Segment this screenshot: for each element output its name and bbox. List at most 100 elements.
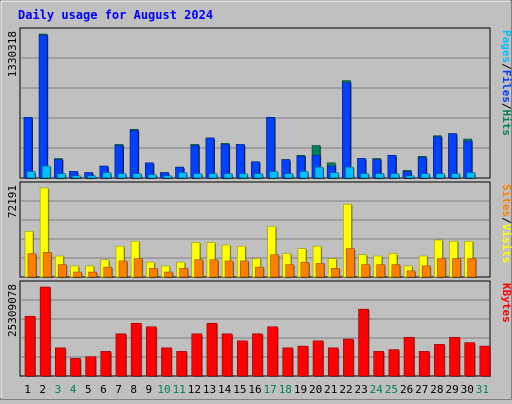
x-tick-label: 5 bbox=[85, 383, 92, 396]
bar-sites bbox=[315, 263, 325, 278]
y-max-label: 1330318 bbox=[6, 31, 19, 77]
bar-sites bbox=[346, 248, 355, 278]
bar-pages bbox=[117, 173, 127, 179]
legend-item: Sites bbox=[500, 184, 512, 217]
panel-kbytes: 25309078 KBytes bbox=[6, 280, 512, 377]
x-tick-label: 1 bbox=[24, 383, 31, 396]
bar-pages bbox=[390, 173, 400, 179]
bar-pages bbox=[132, 173, 142, 179]
bar-sites bbox=[239, 260, 249, 278]
bar-pages bbox=[57, 173, 66, 179]
bar-kbytes bbox=[39, 286, 51, 377]
panel-hits-files-pages: 1330318 Pages/Files/Hits bbox=[6, 27, 512, 180]
bar-pages bbox=[72, 175, 81, 179]
x-tick-label: 21 bbox=[324, 383, 337, 396]
bar-files bbox=[190, 145, 200, 179]
bar-pages bbox=[360, 173, 369, 179]
bar-kbytes bbox=[418, 351, 430, 377]
bar-kbytes bbox=[373, 351, 385, 377]
bar-sites bbox=[118, 260, 128, 278]
x-tick-label: 15 bbox=[233, 383, 246, 396]
bar-pages bbox=[254, 173, 263, 179]
bar-pages bbox=[87, 175, 96, 179]
bar-pages bbox=[163, 175, 172, 179]
x-tick-label: 31 bbox=[476, 383, 489, 396]
bar-kbytes bbox=[267, 326, 278, 377]
x-tick-label: 11 bbox=[173, 383, 186, 396]
bar-sites bbox=[300, 261, 310, 278]
bar-pages bbox=[178, 172, 187, 179]
bar-sites bbox=[58, 264, 67, 278]
bar-sites bbox=[330, 268, 340, 278]
bar-sites bbox=[467, 258, 476, 278]
bar-files bbox=[38, 34, 48, 179]
bar-kbytes bbox=[327, 347, 339, 377]
bar-kbytes bbox=[312, 340, 324, 377]
bar-kbytes bbox=[297, 345, 309, 377]
legend-item: Hits bbox=[500, 110, 512, 137]
x-tick-label: 25 bbox=[385, 383, 398, 396]
x-tick-label: 6 bbox=[100, 383, 107, 396]
legend-item: / bbox=[500, 217, 512, 224]
bar-pages bbox=[284, 173, 294, 179]
y-max-label: 72191 bbox=[6, 185, 19, 218]
bar-pages bbox=[102, 172, 112, 179]
bar-sites bbox=[194, 259, 204, 278]
bar-pages bbox=[375, 173, 385, 179]
bar-kbytes bbox=[282, 347, 294, 377]
bar-kbytes bbox=[55, 347, 66, 377]
bar-kbytes bbox=[24, 315, 36, 377]
bar-sites bbox=[73, 271, 82, 278]
bar-kbytes bbox=[434, 344, 445, 377]
bar-kbytes bbox=[130, 322, 142, 377]
bar-pages bbox=[451, 173, 460, 179]
bar-files bbox=[114, 145, 124, 179]
bar-pages bbox=[208, 173, 218, 179]
bar-pages bbox=[238, 173, 248, 179]
y-max-label: 25309078 bbox=[6, 284, 19, 337]
legend: Sites/Visits bbox=[500, 184, 512, 264]
x-tick-label: 13 bbox=[203, 383, 216, 396]
bar-pages bbox=[405, 175, 415, 179]
bar-sites bbox=[391, 264, 401, 278]
bar-sites bbox=[406, 270, 416, 278]
bar-sites bbox=[133, 258, 143, 278]
bar-sites bbox=[103, 266, 113, 278]
bar-kbytes bbox=[206, 322, 218, 377]
legend-item: Visits bbox=[500, 224, 512, 264]
x-tick-label: 8 bbox=[130, 383, 137, 396]
x-tick-label: 9 bbox=[146, 383, 153, 396]
legend-item: / bbox=[500, 63, 512, 70]
x-tick-label: 20 bbox=[309, 383, 322, 396]
x-tick-label: 4 bbox=[70, 383, 77, 396]
bar-sites bbox=[452, 258, 461, 278]
bar-pages bbox=[345, 166, 354, 179]
x-tick-label: 24 bbox=[370, 383, 384, 396]
bar-kbytes bbox=[70, 358, 81, 377]
legend-item: Pages bbox=[500, 30, 512, 63]
x-tick-label: 10 bbox=[157, 383, 170, 396]
bar-kbytes bbox=[388, 349, 400, 377]
bar-pages bbox=[147, 174, 157, 179]
x-tick-label: 28 bbox=[430, 383, 443, 396]
bar-files bbox=[266, 117, 275, 179]
bar-kbytes bbox=[236, 340, 248, 377]
x-tick-label: 17 bbox=[264, 383, 277, 396]
bar-kbytes bbox=[358, 308, 369, 377]
x-tick-label: 16 bbox=[248, 383, 261, 396]
bar-sites bbox=[376, 264, 386, 278]
x-tick-label: 19 bbox=[294, 383, 307, 396]
bar-kbytes bbox=[479, 345, 491, 377]
bar-pages bbox=[193, 173, 203, 179]
bar-pages bbox=[436, 173, 445, 179]
x-tick-label: 27 bbox=[415, 383, 428, 396]
bar-sites bbox=[179, 268, 188, 278]
bar-pages bbox=[466, 172, 475, 179]
bar-files bbox=[342, 82, 351, 179]
bar-files bbox=[220, 144, 230, 179]
bar-sites bbox=[209, 259, 219, 278]
bar-sites bbox=[270, 254, 279, 278]
bar-sites bbox=[361, 264, 370, 278]
